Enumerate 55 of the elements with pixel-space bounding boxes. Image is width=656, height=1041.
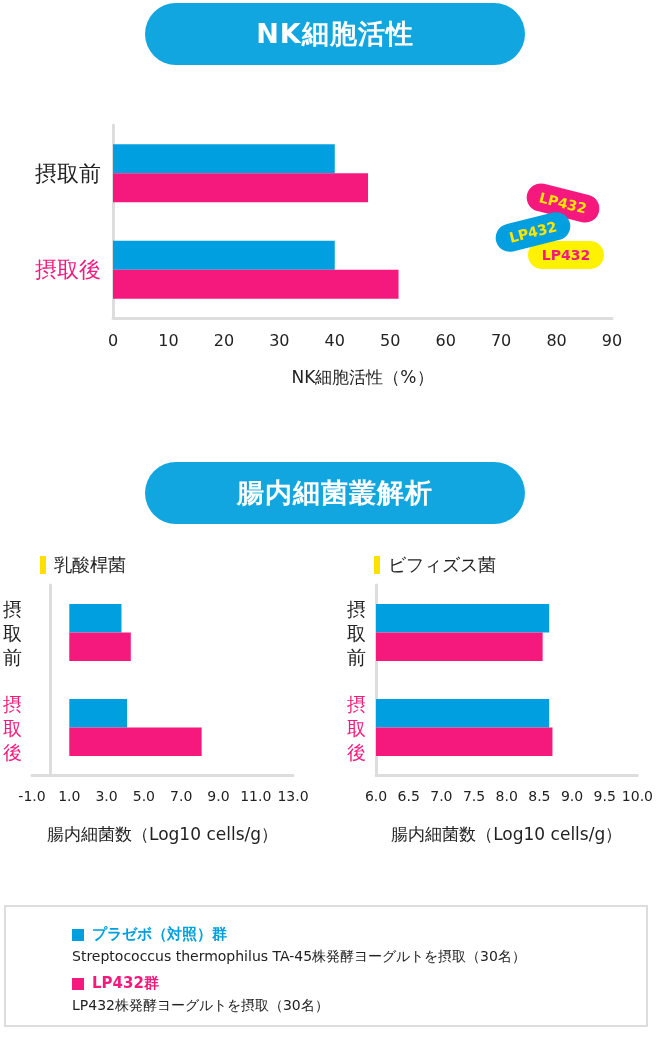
bar	[113, 269, 399, 299]
text: LP432株発酵ヨーグルトを摂取（30名）	[72, 997, 330, 1015]
y-tick-label: 摂取後	[3, 692, 22, 763]
x-tick-label: 9.5	[593, 788, 616, 804]
x-tick-label: 8.0	[495, 788, 518, 804]
x-tick-label: 40	[324, 330, 345, 350]
x-tick-label: 9.0	[560, 788, 584, 804]
y-tick-label: 摂取前	[3, 597, 22, 668]
x-tick-label: 5.0	[132, 788, 155, 804]
y-tick-label: 摂取後	[347, 692, 366, 763]
x-tick-label: 30	[269, 330, 290, 350]
x-tick-label: 13.0	[277, 788, 309, 804]
text: Streptococcus thermophilus TA-45株発酵ヨーグルトを摂取（30名）	[72, 948, 527, 966]
x-tick-label: 90	[601, 330, 623, 350]
x-tick-label: 6.0	[364, 788, 388, 804]
x-tick-label: 50	[380, 330, 401, 350]
x-tick-label: 9.0	[207, 788, 230, 804]
x-tick-label: 7.0	[430, 788, 453, 804]
x-tick-label: 3.0	[95, 788, 118, 804]
legend-label: プラゼボ（対照）群	[91, 925, 228, 944]
x-tick-label: 1.0	[58, 788, 81, 804]
x-tick-label: 11.0	[240, 788, 272, 804]
bar	[69, 727, 202, 756]
x-tick-label: 7.5	[462, 788, 486, 804]
bar	[113, 240, 335, 270]
legend-label: LP432群	[91, 974, 160, 993]
bar	[69, 699, 128, 728]
x-tick-label: 60	[435, 330, 456, 350]
x-axis-title: 腸内細菌数（Log10 cells/g）	[391, 823, 623, 844]
bar	[113, 173, 369, 203]
x-tick-label: 0	[107, 330, 119, 350]
annotation: LP432	[537, 189, 589, 217]
y-tick-label: 摂取後	[35, 257, 101, 283]
x-axis-title: NK細胞活性（%）	[291, 366, 434, 387]
bar	[113, 144, 335, 174]
chart-title: 乳酸桿菌	[53, 553, 126, 577]
x-tick-label: 20	[213, 330, 235, 350]
text: 腸内細菌叢解析	[145, 462, 525, 524]
x-tick-label: 8.5	[528, 788, 551, 804]
x-tick-label: 7.0	[170, 788, 193, 804]
chart-title: NK細胞活性	[145, 3, 525, 65]
x-tick-label: 6.5	[397, 788, 420, 804]
x-tick-label: 70	[490, 330, 512, 350]
annotation: LP432	[541, 247, 591, 263]
x-axis-title: 腸内細菌数（Log10 cells/g）	[46, 823, 279, 844]
y-tick-label: 摂取前	[35, 160, 101, 186]
y-tick-label: 摂取前	[347, 597, 366, 668]
x-tick-label: 10.0	[621, 788, 653, 804]
x-tick-label: 80	[546, 330, 567, 350]
annotation: LP432	[507, 218, 559, 246]
chart-title: ビフィズス菌	[387, 553, 496, 577]
x-tick-label: -1.0	[18, 788, 46, 804]
bar	[69, 604, 122, 633]
x-tick-label: 10	[158, 330, 179, 350]
bar	[69, 632, 131, 661]
